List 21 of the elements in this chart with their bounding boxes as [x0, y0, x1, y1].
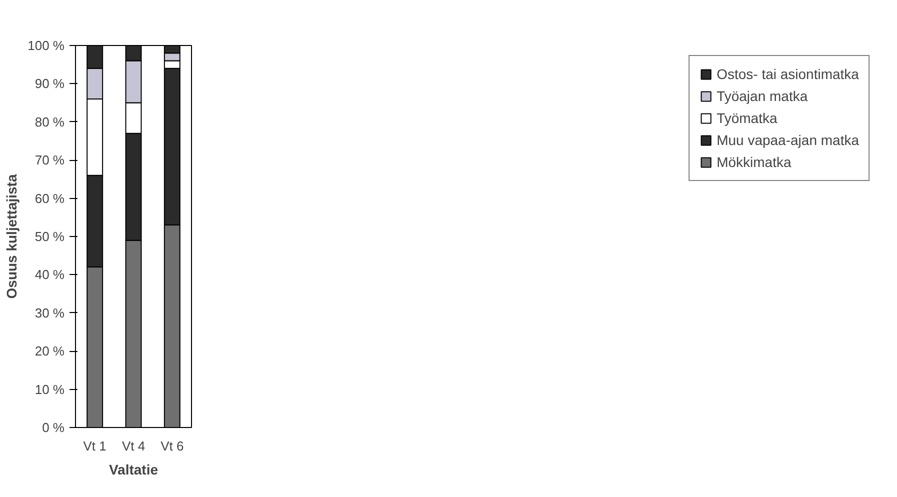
legend-label: Työajan matka [716, 88, 808, 104]
y-tick-label: 60 % [34, 190, 65, 206]
y-axis-title: Osuus kuljettajista [4, 174, 20, 299]
y-tick-label: 40 % [34, 267, 65, 282]
y-tick-label: 0 % [42, 420, 65, 435]
y-tick-label: 30 % [34, 305, 65, 320]
x-axis-title: Valtatie [108, 462, 158, 478]
legend-label: Ostos- tai asiontimatka [716, 66, 859, 82]
legend-label: Mökkimatka [716, 154, 792, 170]
legend-label: Muu vapaa-ajan matka [716, 132, 859, 148]
x-tick-label: Vt 1 [83, 438, 106, 454]
y-tick-label: 80 % [34, 114, 65, 130]
y-tick-label: 10 % [34, 382, 65, 397]
x-tick-label: Vt 4 [122, 438, 146, 454]
y-tick-label: 90 % [34, 76, 65, 92]
legend-label: Työmatka [716, 110, 778, 126]
y-tick-label: 50 % [34, 229, 65, 244]
y-tick-label: 20 % [34, 344, 65, 359]
y-tick-label: 70 % [34, 152, 65, 168]
x-tick-label: Vt 6 [160, 438, 184, 454]
y-tick-label: 100 % [28, 38, 65, 53]
